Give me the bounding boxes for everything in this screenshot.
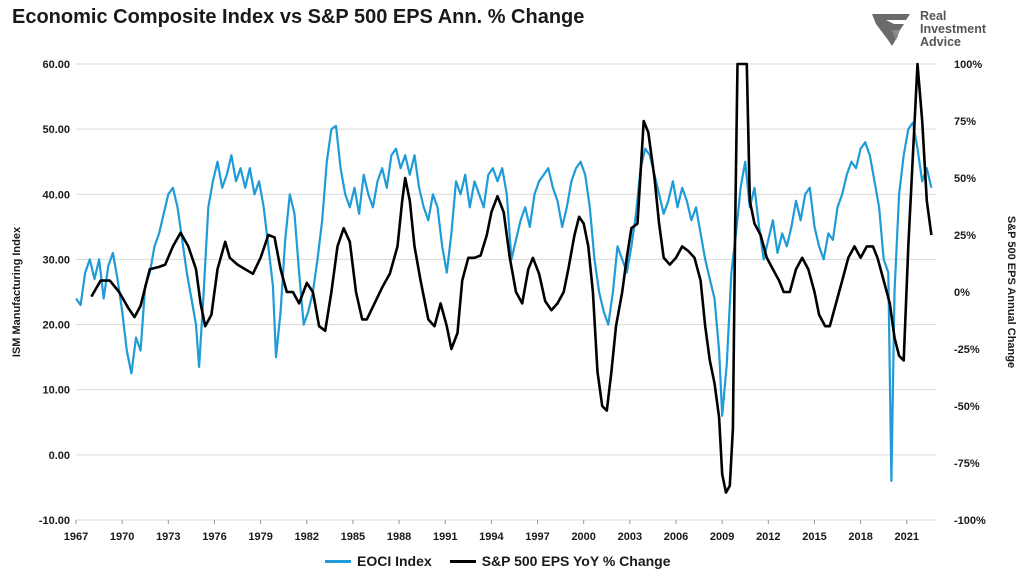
legend-label-eoci: EOCI Index [357,553,432,569]
y2-tick-label: -50% [954,401,980,413]
x-tick-label: 1973 [156,531,180,543]
y-tick-label: -10.00 [39,515,70,527]
legend-label-eps: S&P 500 EPS YoY % Change [481,553,671,569]
legend-item-eps: S&P 500 EPS YoY % Change [449,553,671,569]
x-tick-label: 2012 [756,531,780,543]
y2-tick-label: -25% [954,344,980,356]
y-tick-label: 10.00 [42,385,70,397]
x-tick-label: 2000 [571,531,595,543]
x-tick-label: 1985 [341,531,365,543]
x-tick-label: 2006 [664,531,688,543]
y2-tick-label: 75% [954,116,976,128]
legend: EOCI Index S&P 500 EPS YoY % Change [325,553,671,569]
y2-tick-label: -75% [954,458,980,470]
y2-tick-label: 50% [954,173,976,185]
logo-text-line3: Advice [920,35,961,49]
legend-swatch-eoci [325,559,351,563]
x-tick-label: 1970 [110,531,134,543]
logo-text-line2: Investment [920,22,986,36]
chart-title: Economic Composite Index vs S&P 500 EPS … [12,6,585,28]
y-tick-label: 40.00 [42,189,70,201]
y-axis-label: ISM Manufacturing Index [11,226,23,357]
x-tick-label: 1988 [387,531,411,543]
y-tick-label: 30.00 [42,254,70,266]
series-line-eps [90,62,933,494]
y2-tick-label: 0% [954,287,970,299]
y-tick-label: 0.00 [49,450,70,462]
x-tick-label: 2018 [848,531,872,543]
x-tick-label: 1991 [433,531,457,543]
y-tick-label: 50.00 [42,124,70,136]
x-tick-label: 1997 [525,531,549,543]
series-line-eoci [75,121,933,482]
y2-tick-label: -100% [954,515,986,527]
y-tick-label: 20.00 [42,320,70,332]
x-tick-label: 1982 [295,531,319,543]
legend-swatch-eps [449,559,476,563]
y2-axis-label: S&P 500 EPS Annual Change [1005,216,1017,368]
y-tick-label: 60.00 [42,59,70,71]
y2-tick-label: 25% [954,230,976,242]
x-tick-label: 1967 [64,531,88,543]
legend-item-eoci: EOCI Index [325,553,432,569]
x-tick-label: 2009 [710,531,734,543]
eagle-icon [872,14,910,46]
brand-logo: Real Investment Advice [870,10,1010,55]
y2-tick-label: 100% [954,59,982,71]
x-tick-label: 2021 [895,531,919,543]
x-tick-label: 2015 [802,531,826,543]
logo-text-line1: Real [920,9,947,23]
x-tick-label: 2003 [618,531,642,543]
x-tick-label: 1994 [479,531,504,543]
x-tick-label: 1976 [202,531,226,543]
x-tick-label: 1979 [248,531,272,543]
